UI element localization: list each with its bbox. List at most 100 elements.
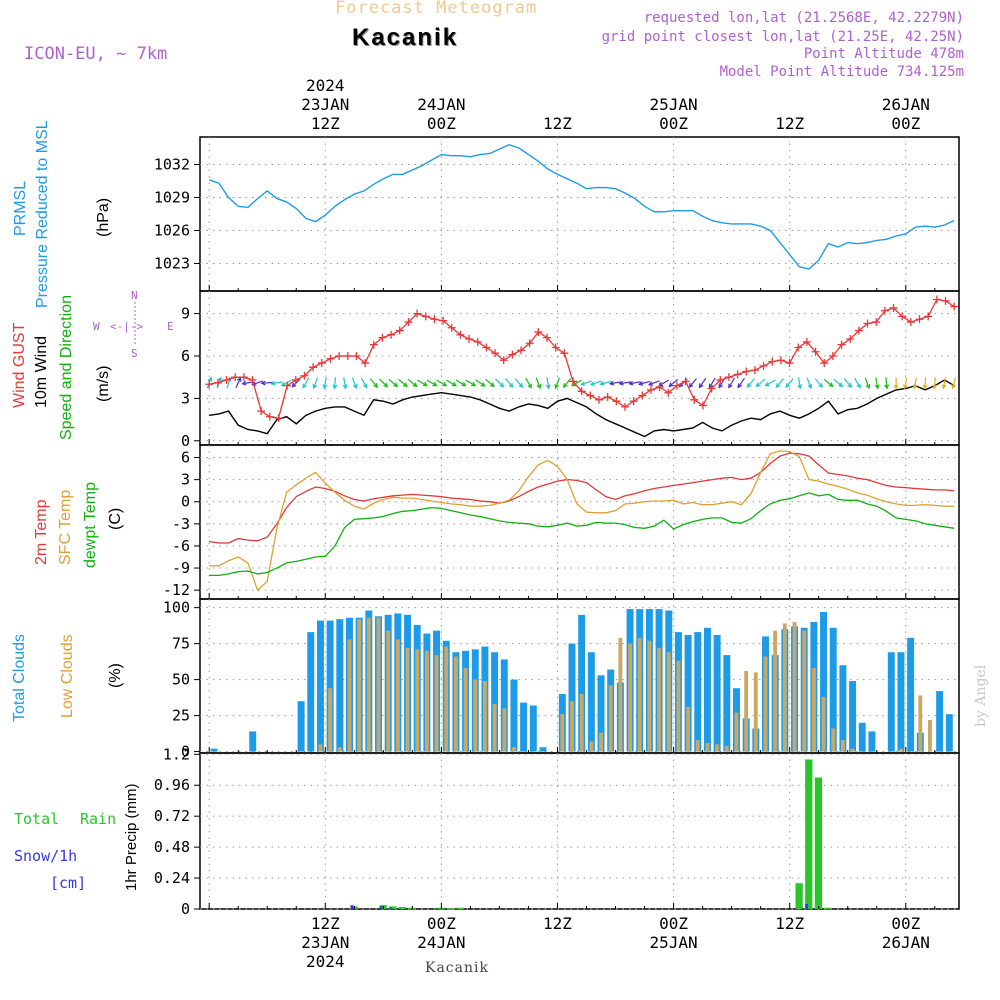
wind-gust-point: [863, 319, 872, 328]
wind-unit: (m/s): [95, 366, 112, 402]
wind-arrow-head: [489, 382, 495, 388]
low-clouds-bar: [453, 656, 458, 752]
low-clouds-bar: [618, 637, 623, 752]
rain-bar: [814, 777, 823, 909]
wind-gust-point: [213, 378, 222, 387]
wind-direction-arrow: [728, 377, 735, 388]
wind-direction-arrow: [485, 378, 495, 387]
requested-coords: requested lon,lat (21.2568E, 42.2279N): [643, 10, 964, 26]
wind-arrow-head: [628, 380, 634, 386]
wind-gust-point: [785, 359, 794, 368]
wind-arrow-head: [912, 384, 918, 390]
total-clouds-bar: [694, 632, 702, 752]
pressure-y-tick-label: 1029: [154, 189, 190, 207]
wind-arrow-head: [270, 380, 276, 386]
wind-direction-arrow: [323, 377, 327, 389]
temp2m-series-line: [209, 452, 955, 544]
wind-gust-point: [361, 359, 370, 368]
total-clouds-bar: [568, 643, 576, 752]
low-clouds-bar: [850, 748, 855, 752]
wind-direction-arrow: [525, 377, 532, 388]
wind-gust-point: [742, 367, 751, 376]
wind-arrow-head: [838, 382, 844, 388]
wind-arrow-head: [922, 384, 928, 390]
low-clouds-bar: [821, 696, 826, 752]
total-clouds-bar: [907, 637, 915, 752]
pressure-panel-frame: [199, 136, 960, 292]
top-time-label: 26JAN: [882, 95, 930, 114]
wind-arrow-head: [951, 384, 956, 390]
wind-gust-point: [941, 296, 950, 305]
low-clouds-bar: [395, 639, 400, 752]
total-clouds-bar: [297, 701, 305, 752]
wind-arrow-head: [471, 381, 477, 387]
total-clouds-bar: [529, 705, 537, 752]
wind-gust-point: [586, 391, 595, 400]
snow-bar: [805, 903, 809, 909]
total-clouds-bar: [539, 747, 547, 752]
bottom-time-label: 23JAN: [301, 933, 349, 952]
low-clouds-bar: [482, 681, 487, 752]
temperature-y-tick-label: -12: [163, 581, 190, 599]
pressure-series-line: [208, 143, 955, 270]
low-clouds-bar: [792, 622, 797, 752]
low-clouds-bar: [918, 695, 923, 752]
wind-arrow-head: [755, 382, 761, 388]
low-clouds-bar: [686, 706, 691, 752]
bottom-time-label: 00Z: [891, 914, 920, 933]
wind-gust-point: [430, 315, 439, 324]
wind-direction-arrow: [333, 377, 337, 389]
wind-gust-point: [222, 376, 231, 385]
wind-gust-point: [560, 349, 569, 358]
wind-direction-arrow: [379, 378, 388, 388]
wind-direction-arrow: [648, 380, 660, 386]
wind-gust-point: [750, 366, 759, 375]
top-time-label: 23JAN: [301, 95, 349, 114]
low-clouds-bar: [647, 640, 652, 752]
low-clouds-bar: [782, 623, 787, 752]
wind-gust-point: [421, 312, 430, 321]
low-clouds-bar: [560, 714, 565, 752]
wind-direction-arrow: [555, 377, 560, 389]
wind-direction-arrow: [465, 379, 476, 387]
top-time-label: 00Z: [891, 114, 920, 133]
low-clouds-bar: [831, 728, 836, 752]
wind-arrow-head: [874, 384, 880, 390]
wind-direction-arrow: [709, 377, 716, 388]
rain-bar: [824, 907, 832, 910]
wind-direction-arrow: [823, 378, 833, 387]
rain-bar: [398, 907, 407, 909]
low-clouds-bar: [347, 639, 352, 752]
wind-gust-point: [309, 363, 318, 372]
wind-gust-point: [465, 335, 474, 344]
wind-gust-point: [456, 330, 465, 339]
low-clouds-bar: [773, 630, 778, 752]
precip-total-label: Total: [14, 810, 59, 828]
wind-direction-arrow: [639, 380, 651, 385]
low-clouds-bar: [473, 679, 478, 752]
low-clouds-bar: [444, 646, 449, 752]
location-title: Kacanik: [352, 24, 459, 51]
wind-arrow-head: [698, 383, 704, 389]
wind-direction-arrow: [806, 377, 812, 389]
low-clouds-bar: [928, 719, 932, 752]
top-time-label: 12Z: [543, 114, 572, 133]
low-clouds-bar: [434, 655, 439, 752]
low-clouds-bar: [512, 747, 516, 752]
wind-gust-point: [716, 376, 725, 385]
wind-gust-point: [950, 302, 959, 311]
wind-gust-point: [672, 381, 681, 390]
wind-direction-arrow: [854, 377, 861, 388]
wind-direction-arrow: [756, 378, 766, 387]
wind-gust-point: [525, 339, 534, 348]
wind-gust-point: [499, 356, 508, 365]
low-clouds-bar: [628, 643, 632, 752]
total-clouds-bar: [491, 652, 499, 752]
temp2m-label: 2m Temp: [33, 499, 50, 565]
top-time-label: 2024: [306, 76, 345, 95]
wind-gust-point: [854, 326, 863, 335]
total-clouds-bar: [829, 627, 837, 752]
wind-gust-point: [820, 359, 829, 368]
wind-direction-arrow: [563, 378, 572, 388]
compass-arrows: <-|->: [110, 320, 143, 333]
